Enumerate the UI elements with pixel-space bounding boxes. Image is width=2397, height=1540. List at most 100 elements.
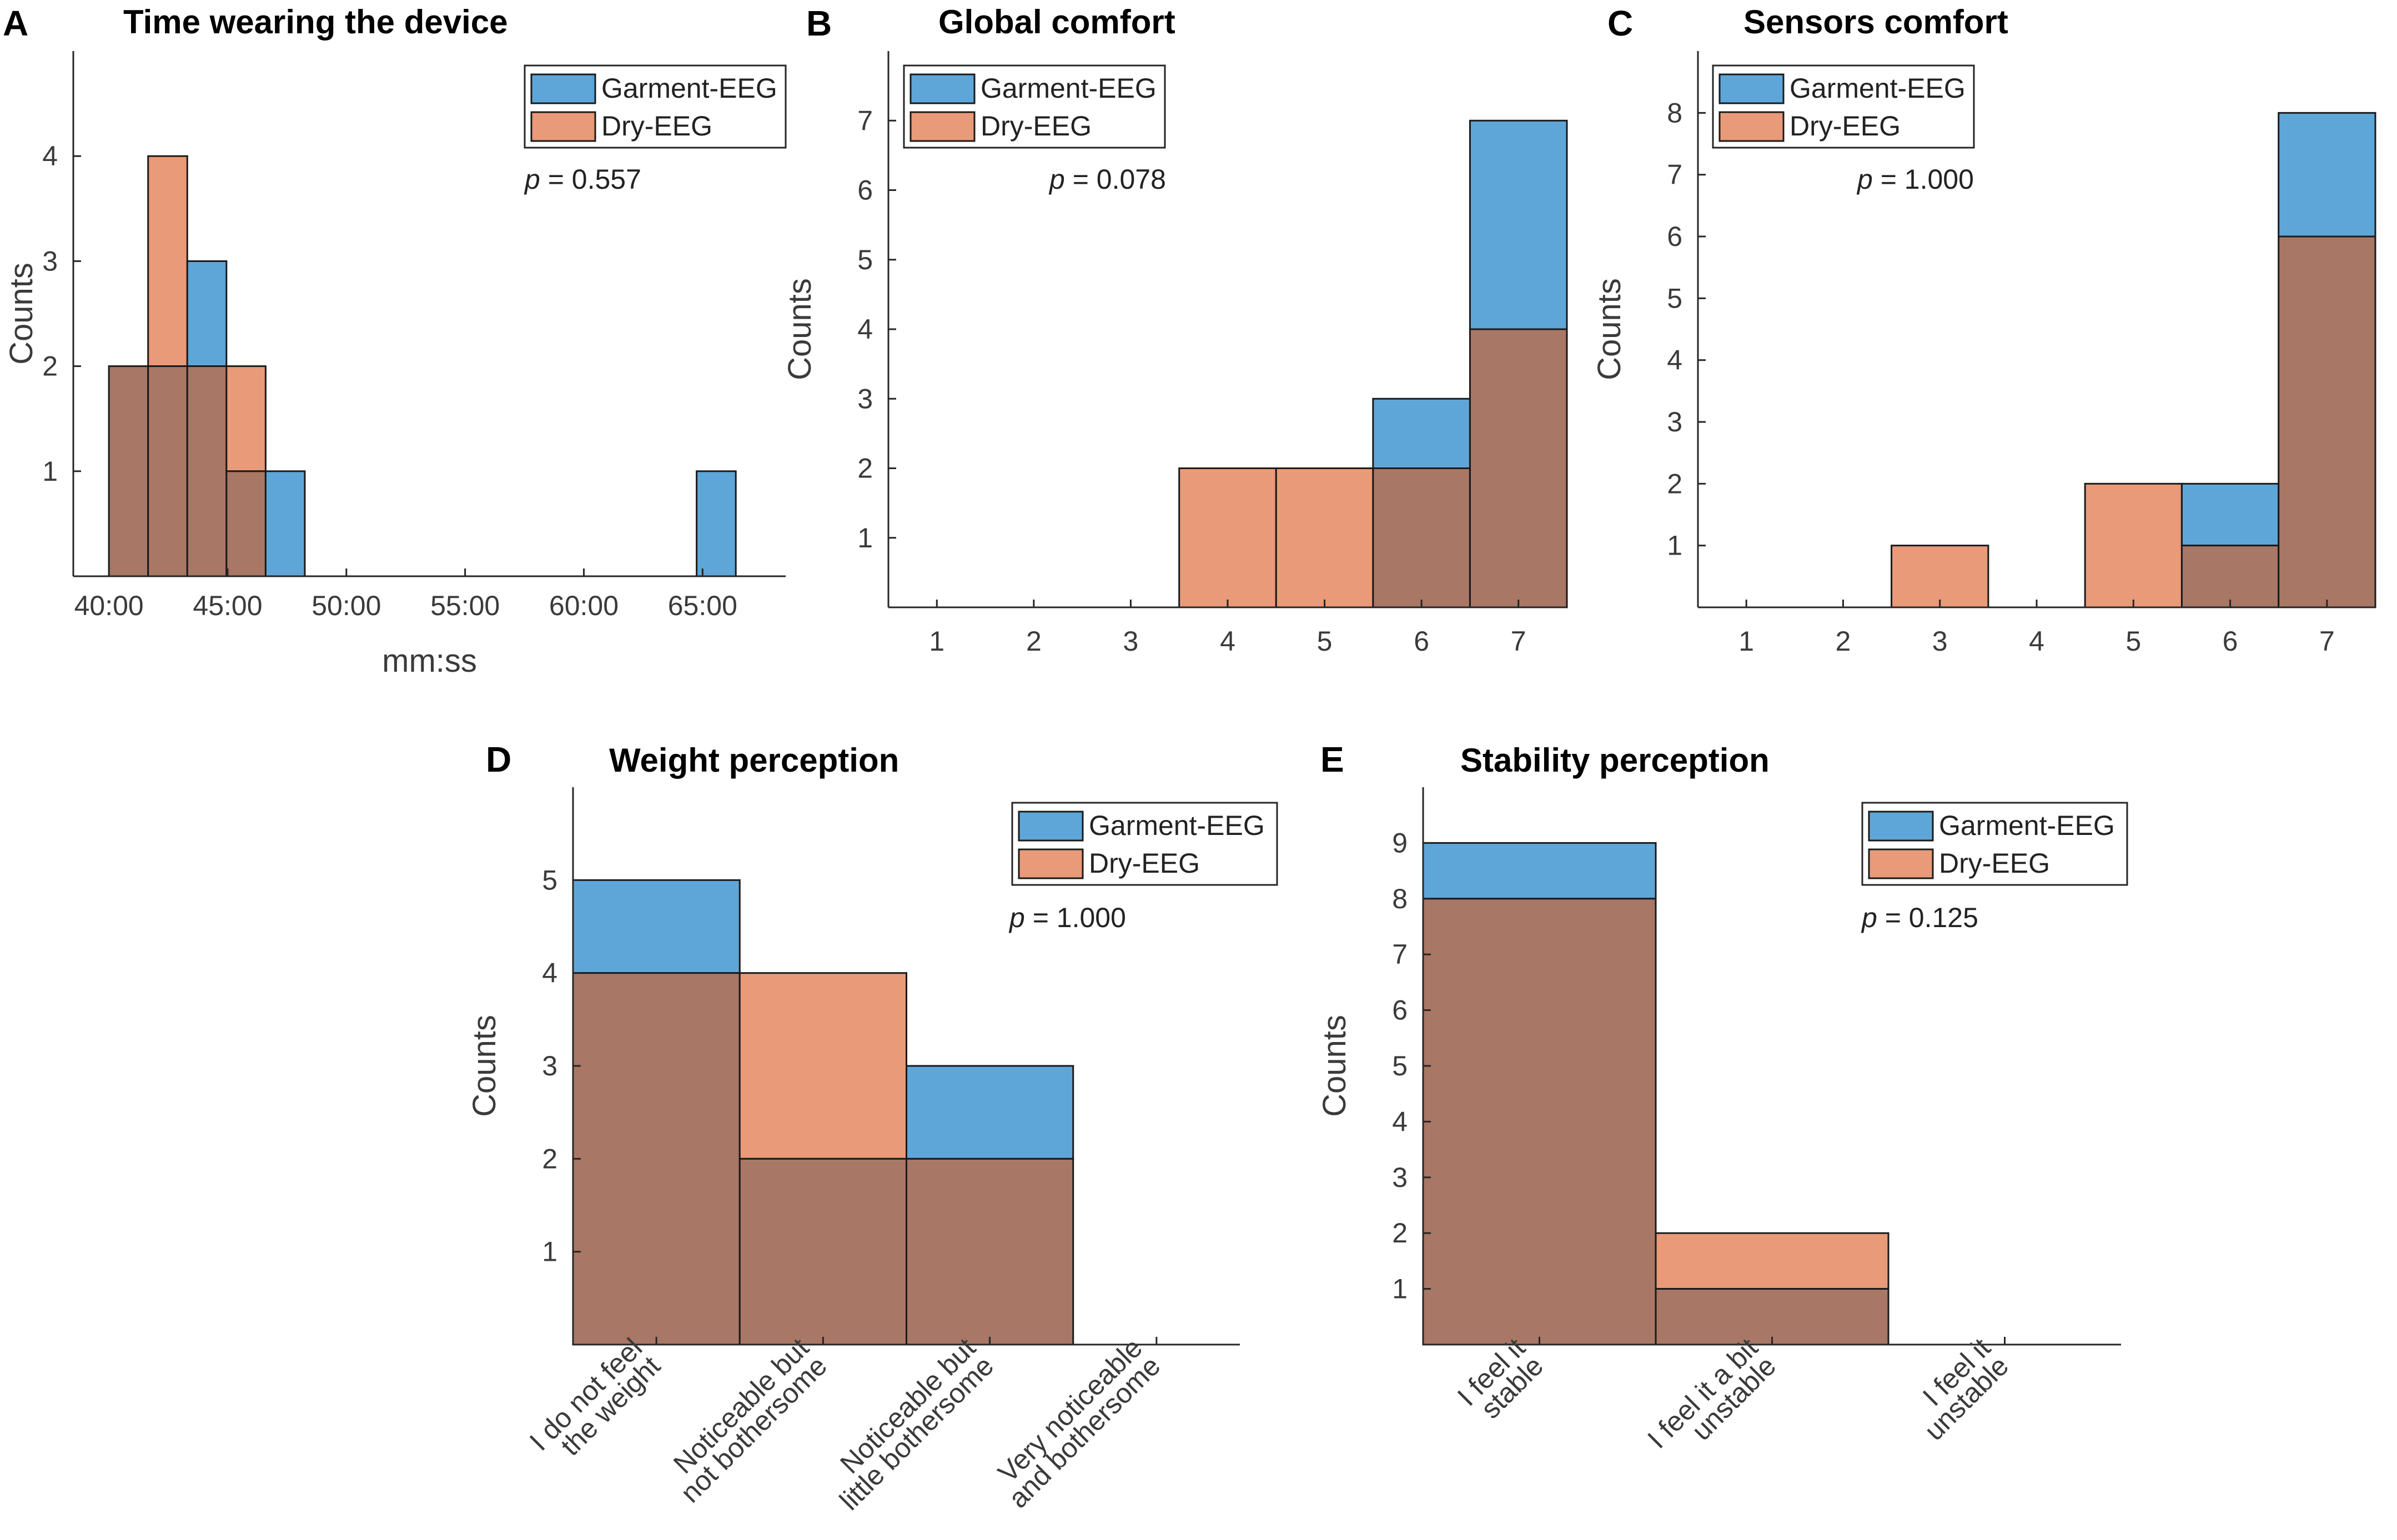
panel-title: Weight perception xyxy=(609,742,899,779)
bar-overlap xyxy=(1469,328,1568,608)
y-tick-label: 7 xyxy=(1667,159,1682,190)
panel-letter-C: C xyxy=(1607,3,1633,43)
legend-swatch-garment-eeg xyxy=(1718,73,1785,104)
y-tick-label: 6 xyxy=(1667,221,1682,252)
y-tick-label: 4 xyxy=(1667,345,1682,376)
bar-dry-eeg xyxy=(1655,1232,1890,1290)
bar-overlap xyxy=(108,365,149,577)
y-tick-label: 3 xyxy=(857,383,873,414)
y-tick-label: 2 xyxy=(42,351,58,382)
x-tick-label: 55:00 xyxy=(430,590,500,621)
y-axis-label: Counts xyxy=(466,1015,502,1117)
p-value-symbol: p xyxy=(1048,164,1065,195)
bar-garment-eeg xyxy=(2278,112,2376,238)
y-tick-label: 4 xyxy=(42,140,58,172)
legend-label-dry-eeg: Dry-EEG xyxy=(1939,848,2050,879)
legend: Garment-EEG Dry-EEG xyxy=(524,64,787,149)
legend: Garment-EEG Dry-EEG xyxy=(1011,802,1278,886)
panel-A: A Time wearing the device 1 2 3 4 40:00 45:00 50… xyxy=(3,3,787,679)
y-tick-label: 3 xyxy=(1392,1162,1408,1193)
y-tick-label: 6 xyxy=(857,175,873,206)
x-axis-label: mm:ss xyxy=(382,643,477,679)
x-tick-label: 3 xyxy=(1123,626,1139,657)
bars xyxy=(888,119,1568,608)
p-value: p = 1.000 xyxy=(1856,164,1974,195)
y-tick-label: 5 xyxy=(857,244,873,275)
panel-E: E Stability perception 1 2 3 4 5 6 7 8 9 I feel its… xyxy=(1316,739,2128,1455)
bar-dry-eeg xyxy=(1275,467,1374,608)
panel-C: C Sensors comfort 1 2 3 4 5 6 7 8 1 2 3 4 5 6 7 Counts Gar… xyxy=(1591,3,2376,657)
legend-label-dry-eeg: Dry-EEG xyxy=(981,110,1092,142)
y-tick-label: 5 xyxy=(542,864,557,895)
x-tick-label: 7 xyxy=(1511,626,1526,657)
panel-letter-D: D xyxy=(486,739,511,779)
bar-garment-eeg xyxy=(1372,397,1471,469)
y-tick-label: 2 xyxy=(542,1143,557,1174)
y-tick-label: 8 xyxy=(1392,883,1408,914)
legend-swatch-garment-eeg xyxy=(1018,811,1084,842)
bars xyxy=(108,155,737,577)
bar-dry-eeg xyxy=(1178,467,1277,608)
y-tick-label: 3 xyxy=(542,1050,557,1081)
bar-garment-eeg xyxy=(696,470,737,577)
bars xyxy=(1698,112,2376,608)
legend-swatch-garment-eeg xyxy=(1868,811,1934,842)
legend-swatch-dry-eeg xyxy=(1718,111,1785,142)
bar-overlap xyxy=(1372,467,1471,608)
panel-letter-B: B xyxy=(806,3,832,43)
y-tick-label: 1 xyxy=(42,456,58,487)
y-tick-label: 7 xyxy=(857,105,873,136)
bar-overlap xyxy=(186,365,228,577)
bar-dry-eeg xyxy=(2084,482,2183,608)
bar-overlap xyxy=(147,365,188,577)
bar-garment-eeg xyxy=(572,879,741,974)
bar-overlap xyxy=(906,1157,1074,1346)
p-value-number: = 1.000 xyxy=(1873,164,1974,195)
y-tick-label: 1 xyxy=(1667,530,1682,561)
y-tick-label: 1 xyxy=(857,522,873,553)
legend-label-dry-eeg: Dry-EEG xyxy=(1790,110,1901,142)
x-tick-label: 65:00 xyxy=(668,590,737,621)
y-tick-label: 5 xyxy=(1392,1050,1408,1081)
x-tick-label: 50:00 xyxy=(311,590,381,621)
legend-swatch-dry-eeg xyxy=(530,111,596,142)
y-tick-label: 8 xyxy=(1667,97,1682,128)
panel-title: Global comfort xyxy=(938,3,1175,41)
legend-label-dry-eeg: Dry-EEG xyxy=(1089,848,1200,879)
panel-title: Stability perception xyxy=(1460,742,1770,779)
panel-title: Sensors comfort xyxy=(1743,3,2008,41)
p-value-symbol: p xyxy=(524,164,540,195)
x-tick-label: 3 xyxy=(1932,626,1948,657)
p-value-number: = 0.557 xyxy=(540,164,641,195)
x-tick-label: 2 xyxy=(1836,626,1851,657)
p-value-symbol: p xyxy=(1861,902,1877,933)
y-tick-label: 4 xyxy=(857,314,873,345)
y-tick-label: 3 xyxy=(42,245,58,276)
bar-garment-eeg xyxy=(2180,482,2280,547)
y-tick-label: 2 xyxy=(857,453,873,484)
bar-overlap xyxy=(1655,1288,1890,1346)
x-tick-label: 40:00 xyxy=(74,590,144,621)
y-axis-label: Counts xyxy=(1316,1015,1353,1117)
panel-letter-A: A xyxy=(3,3,28,43)
bar-garment-eeg xyxy=(1469,119,1568,330)
legend-swatch-dry-eeg xyxy=(1868,848,1934,879)
bar-overlap xyxy=(738,1157,907,1346)
y-tick-label: 2 xyxy=(1392,1217,1408,1249)
legend-swatch-garment-eeg xyxy=(909,73,976,104)
p-value: p = 1.000 xyxy=(1008,902,1126,933)
y-axis-label: Counts xyxy=(3,263,39,365)
x-tick-label: 5 xyxy=(2125,626,2141,657)
bar-overlap xyxy=(1422,898,1657,1346)
y-tick-label: 3 xyxy=(1667,406,1682,437)
x-tick-label: 6 xyxy=(1414,626,1429,657)
y-tick-label: 7 xyxy=(1392,939,1408,970)
